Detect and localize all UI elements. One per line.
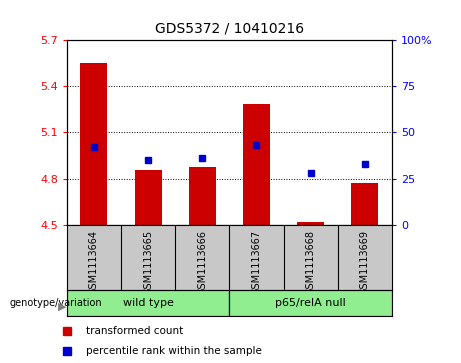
Text: GSM1113669: GSM1113669 [360,230,370,295]
Text: wild type: wild type [123,298,173,308]
Bar [229,290,392,316]
Text: genotype/variation: genotype/variation [9,298,102,308]
Text: GSM1113665: GSM1113665 [143,230,153,295]
Text: p65/relA null: p65/relA null [275,298,346,308]
Bar [243,104,270,225]
Text: GSM1113666: GSM1113666 [197,230,207,295]
Bar [67,290,229,316]
Title: GDS5372 / 10410216: GDS5372 / 10410216 [155,22,304,36]
Bar [135,170,162,225]
Bar [351,183,378,225]
Text: GSM1113667: GSM1113667 [251,230,261,295]
Text: GSM1113664: GSM1113664 [89,230,99,295]
Bar [80,63,107,225]
Text: ▶: ▶ [58,302,66,312]
Bar [297,222,324,225]
Bar [189,167,216,225]
Text: percentile rank within the sample: percentile rank within the sample [86,346,262,356]
Text: transformed count: transformed count [86,326,183,336]
Text: GSM1113668: GSM1113668 [306,230,316,295]
